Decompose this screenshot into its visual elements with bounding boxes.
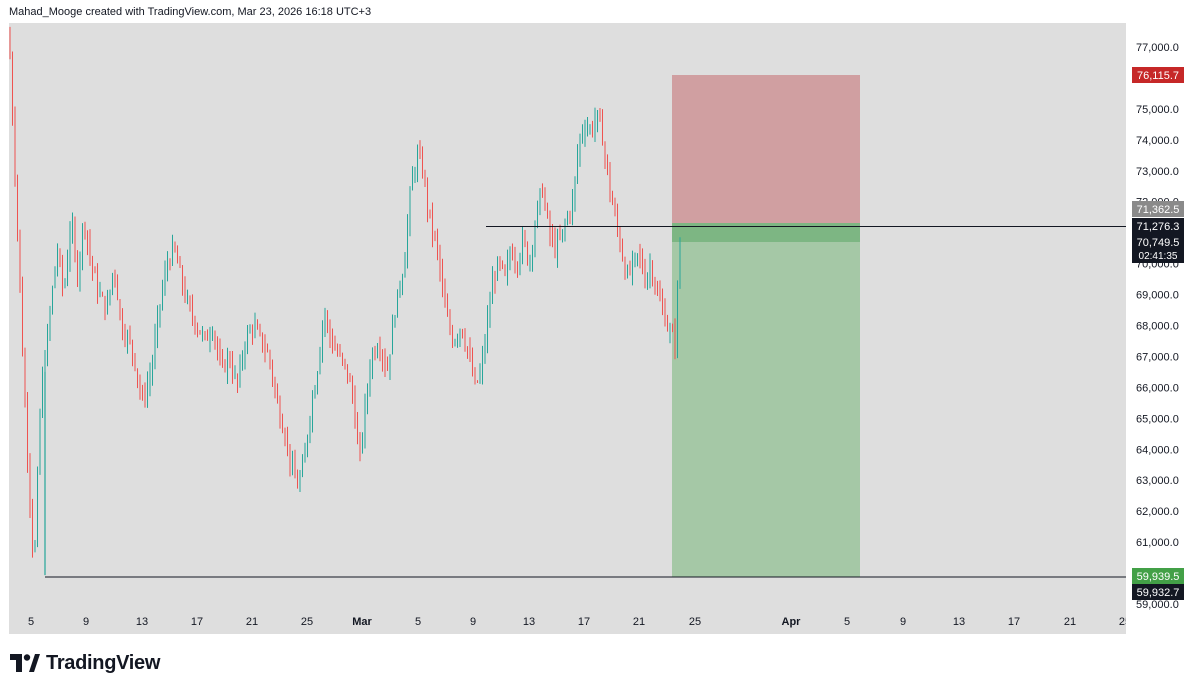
time-tick-label: 5 [28, 616, 34, 628]
svg-text:02:41:35: 02:41:35 [1139, 251, 1178, 262]
time-tick-label: 5 [415, 616, 421, 628]
candlestick-series [9, 26, 681, 576]
time-tick-label: 25 [301, 616, 313, 628]
tradingview-wordmark: TradingView [46, 651, 161, 674]
price-tick-label: 75,000.0 [1136, 104, 1179, 116]
price-tick-label: 64,000.0 [1136, 444, 1179, 456]
time-tick-label: 21 [246, 616, 258, 628]
chart-pane[interactable]: 5 9 13 17 21 25 Mar 5 9 13 17 21 25 Apr 5 9 13 17 21 25 [9, 23, 1131, 634]
time-tick-label: 5 [844, 616, 850, 628]
price-tick-label: 62,000.0 [1136, 506, 1179, 518]
price-tick-label: 65,000.0 [1136, 413, 1179, 425]
svg-text:59,939.5: 59,939.5 [1137, 571, 1180, 583]
low-price-label: 59,932.7 [1132, 584, 1184, 600]
time-tick-label: 9 [83, 616, 89, 628]
time-tick-label: Apr [782, 616, 802, 628]
time-tick-label: 13 [523, 616, 535, 628]
price-tick-label: 68,000.0 [1136, 321, 1179, 333]
price-chart[interactable]: 5 9 13 17 21 25 Mar 5 9 13 17 21 25 Apr 5 9 13 17 21 25 [9, 23, 1131, 634]
svg-text:76,115.7: 76,115.7 [1137, 70, 1179, 82]
price-tick-label: 66,000.0 [1136, 382, 1179, 394]
svg-text:71,276.3: 71,276.3 [1137, 221, 1180, 233]
time-tick-label: 13 [953, 616, 965, 628]
price-axis-ticks: 77,000.075,000.074,000.073,000.072,000.0… [1136, 42, 1179, 611]
price-tick-label: 77,000.0 [1136, 42, 1179, 54]
entry-gray-label: 71,362.5 [1132, 201, 1184, 217]
time-tick-label: 21 [633, 616, 645, 628]
price-tick-label: 59,000.0 [1136, 599, 1179, 611]
time-tick-label: 17 [191, 616, 203, 628]
price-tick-label: 63,000.0 [1136, 475, 1179, 487]
price-tick-label: 73,000.0 [1136, 166, 1179, 178]
last-price-label: 70,749.5 02:41:35 [1132, 234, 1184, 263]
time-tick-label: 25 [689, 616, 701, 628]
entry-price-label: 71,276.3 [1132, 218, 1184, 234]
stop-loss-zone[interactable] [672, 75, 860, 223]
svg-text:70,749.5: 70,749.5 [1137, 237, 1180, 249]
time-axis-labels: 5 9 13 17 21 25 Mar 5 9 13 17 21 25 Apr 5 9 13 17 21 25 [28, 616, 1131, 628]
price-tick-label: 69,000.0 [1136, 290, 1179, 302]
entry-to-current-zone [672, 223, 860, 242]
price-tick-label: 74,000.0 [1136, 135, 1179, 147]
svg-text:59,932.7: 59,932.7 [1137, 587, 1180, 599]
time-tick-label: Mar [352, 616, 372, 628]
time-tick-label: 25 [1119, 616, 1126, 628]
time-tick-label: 17 [1008, 616, 1020, 628]
target-price-label: 59,939.5 [1132, 568, 1184, 584]
price-axis[interactable]: 77,000.075,000.074,000.073,000.072,000.0… [1126, 23, 1200, 634]
price-tick-label: 67,000.0 [1136, 351, 1179, 363]
tradingview-logo-icon [10, 654, 40, 672]
time-tick-label: 9 [470, 616, 476, 628]
price-tick-label: 61,000.0 [1136, 537, 1179, 549]
chart-attribution: Mahad_Mooge created with TradingView.com… [9, 6, 372, 18]
tradingview-logo[interactable]: TradingView [10, 652, 160, 674]
take-profit-zone[interactable] [672, 223, 860, 577]
svg-text:71,362.5: 71,362.5 [1137, 204, 1180, 216]
stop-price-label: 76,115.7 [1132, 67, 1184, 83]
time-tick-label: 21 [1064, 616, 1076, 628]
time-tick-label: 9 [900, 616, 906, 628]
time-tick-label: 13 [136, 616, 148, 628]
time-tick-label: 17 [578, 616, 590, 628]
